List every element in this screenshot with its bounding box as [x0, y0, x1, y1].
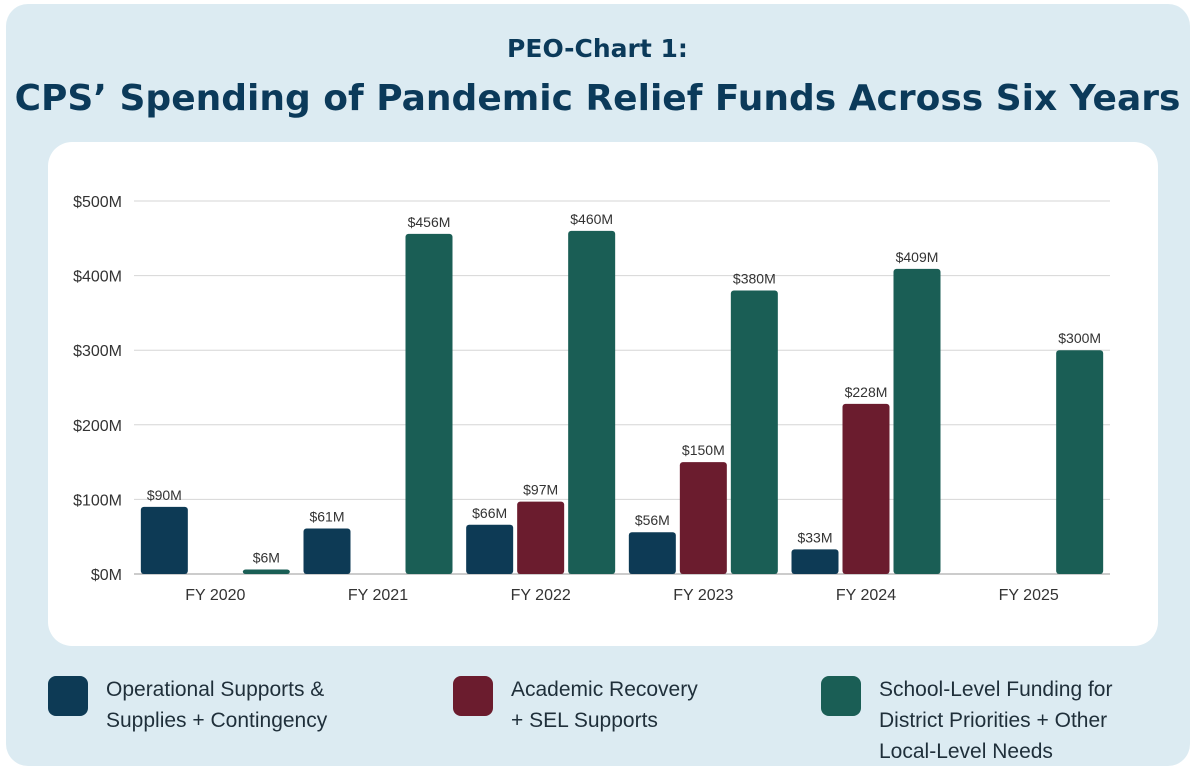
legend-label-operational: Operational Supports & Supplies + Contin…: [106, 674, 327, 736]
chart-card: $0M $100M $200M $300M $400M $500M FY 2020 $90M $…: [48, 142, 1158, 646]
bar: [893, 268, 941, 574]
legend-swatch-operational: [48, 676, 88, 716]
data-label: $460M: [570, 211, 613, 227]
data-label: $90M: [147, 487, 182, 503]
bar: [1056, 350, 1104, 574]
legend-line: District Priorities + Other: [879, 709, 1108, 732]
data-label: $228M: [845, 384, 888, 400]
y-tick-label: $400M: [73, 269, 122, 286]
data-label: $66M: [472, 505, 507, 521]
bar: [568, 230, 616, 574]
chart-title: CPS’ Spending of Pandemic Relief Funds A…: [14, 78, 1181, 119]
y-tick-label: $500M: [73, 194, 122, 211]
data-label: $456M: [408, 214, 451, 230]
bar-chart: $0M $100M $200M $300M $400M $500M FY 2020 $90M $…: [73, 194, 1110, 604]
bar: [140, 506, 188, 574]
x-tick-label: FY 2020: [185, 587, 245, 604]
data-label: $300M: [1058, 330, 1101, 346]
legend-item-operational: Operational Supports & Supplies + Contin…: [48, 674, 327, 736]
legend-line: Operational Supports &: [106, 678, 325, 701]
legend-label-academic: Academic Recovery + SEL Supports: [511, 674, 698, 736]
x-tick-label: FY 2024: [836, 587, 896, 604]
data-label: $61M: [309, 508, 344, 524]
data-label: $150M: [682, 442, 725, 458]
bar: [628, 532, 676, 574]
legend-line: Academic Recovery: [511, 678, 698, 701]
bar: [303, 528, 351, 574]
x-tick-label: FY 2023: [673, 587, 733, 604]
bar: [242, 569, 290, 574]
x-tick-label: FY 2021: [348, 587, 408, 604]
legend-line: Local-Level Needs: [879, 740, 1053, 763]
data-label: $380M: [733, 271, 776, 287]
x-tick-label: FY 2025: [999, 587, 1059, 604]
bar: [730, 290, 778, 574]
legend-swatch-school: [821, 676, 861, 716]
bar: [517, 501, 565, 574]
bar: [679, 462, 727, 574]
chart-subtitle: PEO-Chart 1:: [507, 34, 688, 63]
bar: [842, 403, 890, 574]
data-label: $6M: [253, 550, 280, 566]
legend-item-academic: Academic Recovery + SEL Supports: [453, 674, 698, 736]
data-label: $56M: [635, 512, 670, 528]
legend-line: School-Level Funding for: [879, 678, 1113, 701]
y-tick-label: $300M: [73, 343, 122, 360]
legend-label-school: School-Level Funding for District Priori…: [879, 674, 1112, 767]
data-label: $409M: [896, 249, 939, 265]
legend-line: + SEL Supports: [511, 709, 658, 732]
legend-item-school: School-Level Funding for District Priori…: [821, 674, 1112, 767]
data-label: $33M: [797, 529, 832, 545]
legend-line: Supplies + Contingency: [106, 709, 328, 732]
bar: [466, 524, 514, 574]
bar: [405, 233, 453, 574]
y-tick-label: $0M: [91, 567, 122, 584]
data-label: $97M: [523, 482, 558, 498]
y-tick-label: $100M: [73, 492, 122, 509]
bar: [791, 549, 839, 574]
x-tick-label: FY 2022: [511, 587, 571, 604]
y-tick-label: $200M: [73, 418, 122, 435]
legend-swatch-academic: [453, 676, 493, 716]
